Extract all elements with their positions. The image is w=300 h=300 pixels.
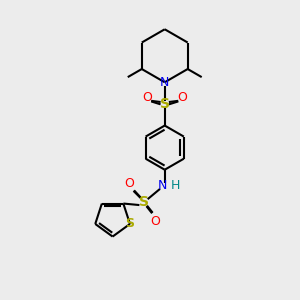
Text: S: S	[139, 195, 148, 209]
Text: O: O	[125, 177, 135, 190]
Text: H: H	[171, 179, 181, 192]
Text: S: S	[160, 98, 170, 111]
Text: N: N	[160, 76, 169, 89]
Text: O: O	[143, 92, 153, 104]
Text: S: S	[125, 218, 134, 230]
Text: O: O	[177, 92, 187, 104]
Text: N: N	[158, 179, 167, 192]
Text: O: O	[150, 215, 160, 228]
